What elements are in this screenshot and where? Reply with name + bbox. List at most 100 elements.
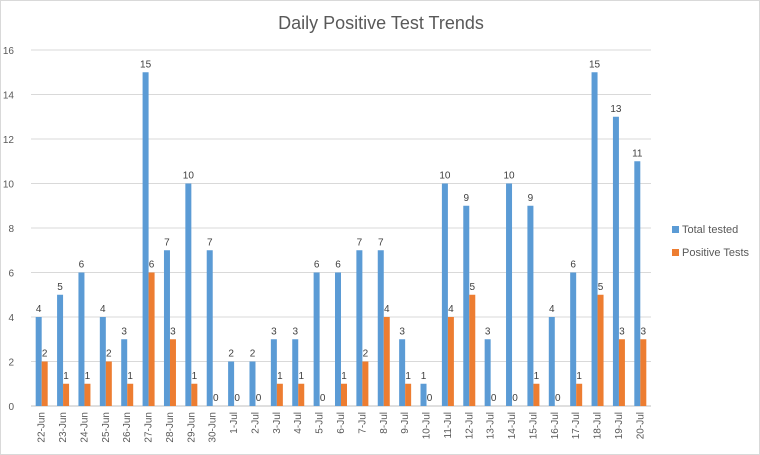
bar <box>576 383 583 406</box>
data-label: 0 <box>256 393 262 404</box>
bar <box>612 116 619 406</box>
bar <box>249 361 256 406</box>
bar <box>142 72 149 406</box>
bar <box>356 250 363 406</box>
x-tick-label: 27-Jun <box>144 412 155 443</box>
x-tick-label: 14-Jul <box>507 412 518 439</box>
data-label: 4 <box>384 304 390 315</box>
bar <box>313 272 320 406</box>
bar <box>169 339 176 406</box>
x-tick-label: 16-Jul <box>550 412 561 439</box>
legend-swatch <box>672 226 679 233</box>
x-tick-label: 10-Jul <box>422 412 433 439</box>
y-tick-label: 12 <box>3 135 15 146</box>
x-tick-label: 7-Jul <box>357 412 368 434</box>
bar <box>506 183 513 406</box>
bar <box>185 183 192 406</box>
x-tick-label: 9-Jul <box>400 412 411 434</box>
data-label: 6 <box>149 260 155 271</box>
x-tick-label: 26-Jun <box>122 412 133 443</box>
data-label: 3 <box>271 326 277 337</box>
y-tick-label: 2 <box>8 358 14 369</box>
bar <box>383 317 390 406</box>
x-tick-label: 18-Jul <box>593 412 604 439</box>
y-tick-label: 14 <box>3 91 15 102</box>
data-label: 6 <box>335 260 341 271</box>
data-label: 0 <box>427 393 433 404</box>
data-label: 7 <box>207 237 213 248</box>
bar <box>597 294 604 406</box>
y-tick-label: 0 <box>8 402 14 413</box>
bar <box>484 339 491 406</box>
data-label: 4 <box>549 304 555 315</box>
data-label: 7 <box>357 237 363 248</box>
y-tick-label: 8 <box>8 224 14 235</box>
bar <box>399 339 406 406</box>
bar <box>618 339 625 406</box>
bar <box>276 383 283 406</box>
data-label: 0 <box>213 393 219 404</box>
bar <box>41 361 48 406</box>
data-label: 1 <box>63 371 69 382</box>
bar <box>298 383 305 406</box>
bar <box>63 383 70 406</box>
data-label: 2 <box>106 349 112 360</box>
data-label: 3 <box>641 326 647 337</box>
data-label: 2 <box>363 349 369 360</box>
data-label: 0 <box>320 393 326 404</box>
data-label: 15 <box>140 59 152 70</box>
bar <box>634 161 641 406</box>
bar <box>163 250 170 406</box>
x-tick-label: 13-Jul <box>486 412 497 439</box>
x-tick-label: 23-Jun <box>58 412 69 443</box>
data-label: 2 <box>42 349 48 360</box>
data-label: 0 <box>512 393 518 404</box>
data-label: 3 <box>485 326 491 337</box>
data-label: 2 <box>250 349 256 360</box>
data-label: 3 <box>121 326 127 337</box>
x-tick-label: 6-Jul <box>336 412 347 434</box>
data-label: 15 <box>589 59 601 70</box>
data-label: 1 <box>192 371 198 382</box>
y-axis: 0 2 4 6 8 10 12 14 16 <box>3 46 15 413</box>
x-tick-label: 17-Jul <box>571 412 582 439</box>
data-label: 7 <box>164 237 170 248</box>
x-tick-label: 28-Jun <box>165 412 176 443</box>
data-label: 0 <box>491 393 497 404</box>
x-tick-label: 29-Jun <box>186 412 197 443</box>
bar <box>148 272 155 406</box>
bar <box>548 317 555 406</box>
legend-swatch <box>672 249 679 256</box>
data-label: 13 <box>610 104 622 115</box>
x-tick-label: 19-Jul <box>614 412 625 439</box>
bar <box>84 383 91 406</box>
data-label: 3 <box>619 326 625 337</box>
bar <box>228 361 235 406</box>
data-label: 4 <box>100 304 106 315</box>
data-label: 1 <box>277 371 283 382</box>
bar <box>57 294 64 406</box>
gridlines <box>31 49 651 407</box>
x-tick-label: 5-Jul <box>315 412 326 434</box>
data-label: 5 <box>57 282 63 293</box>
data-label: 3 <box>170 326 176 337</box>
data-label: 1 <box>298 371 304 382</box>
legend: Total tested Positive Tests <box>672 224 750 259</box>
bar <box>292 339 299 406</box>
data-label: 1 <box>127 371 133 382</box>
x-tick-label: 22-Jun <box>37 412 48 443</box>
bar <box>469 294 476 406</box>
x-tick-label: 11-Jul <box>443 412 454 439</box>
bar <box>591 72 598 406</box>
data-label: 10 <box>439 171 451 182</box>
data-label: 5 <box>598 282 604 293</box>
bar <box>270 339 277 406</box>
bar <box>362 361 369 406</box>
data-label: 9 <box>528 193 534 204</box>
data-label: 10 <box>503 171 515 182</box>
y-tick-label: 10 <box>3 180 15 191</box>
data-label: 5 <box>469 282 475 293</box>
